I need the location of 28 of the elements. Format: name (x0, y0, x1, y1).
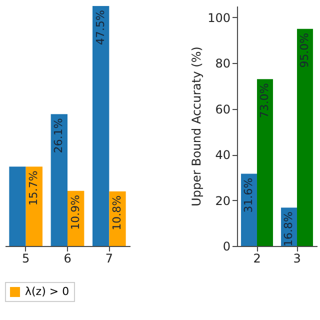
x-tick-label: 2 (253, 252, 261, 266)
data-label: 10.9% (68, 194, 82, 230)
x-tick-label: 3 (293, 252, 301, 266)
x-tick-label: 7 (105, 252, 113, 266)
bar (50, 114, 68, 246)
bar (92, 6, 110, 246)
data-label: 73.0% (258, 83, 271, 118)
y-tick-label: 100 (208, 10, 230, 25)
y-tick-label: 20 (215, 194, 230, 208)
bar (26, 166, 42, 246)
data-label: 47.5% (94, 10, 107, 45)
data-label: 31.6% (242, 178, 255, 213)
y-tick-label: 60 (215, 102, 230, 116)
x-tick-label: 6 (64, 252, 72, 266)
y-axis-title: Upper Bound Accuraty (%) (190, 46, 204, 206)
x-tick-label: 5 (22, 252, 30, 266)
y-tick-label: 80 (215, 56, 230, 71)
y-tick-label: 40 (215, 148, 230, 162)
data-label: 16.8% (282, 212, 295, 247)
bar (9, 166, 26, 246)
data-label: 15.7% (27, 170, 40, 206)
legend-label: λ(z) > 0 (25, 285, 70, 298)
data-label: 10.8% (110, 195, 124, 230)
y-tick-label: 0 (222, 240, 230, 254)
data-label: 26.1% (52, 118, 66, 154)
bar (297, 28, 313, 246)
bar (257, 79, 273, 246)
data-label: 95.0% (298, 32, 311, 68)
